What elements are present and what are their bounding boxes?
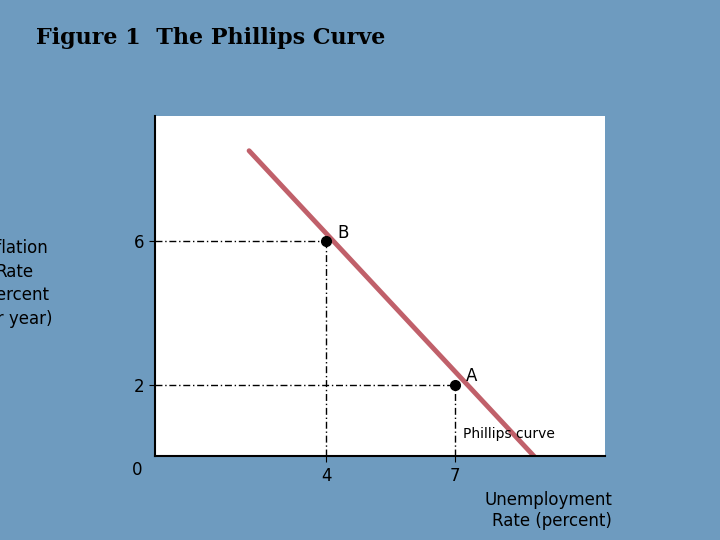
Text: Unemployment
Rate (percent): Unemployment Rate (percent) [484,491,612,530]
Text: Figure 1  The Phillips Curve: Figure 1 The Phillips Curve [36,27,385,49]
Text: Inflation
Rate
(percent
per year): Inflation Rate (percent per year) [0,239,53,328]
Text: B: B [337,224,348,242]
Text: A: A [466,367,477,385]
Text: Phillips curve: Phillips curve [464,427,555,441]
Text: 0: 0 [132,461,142,479]
